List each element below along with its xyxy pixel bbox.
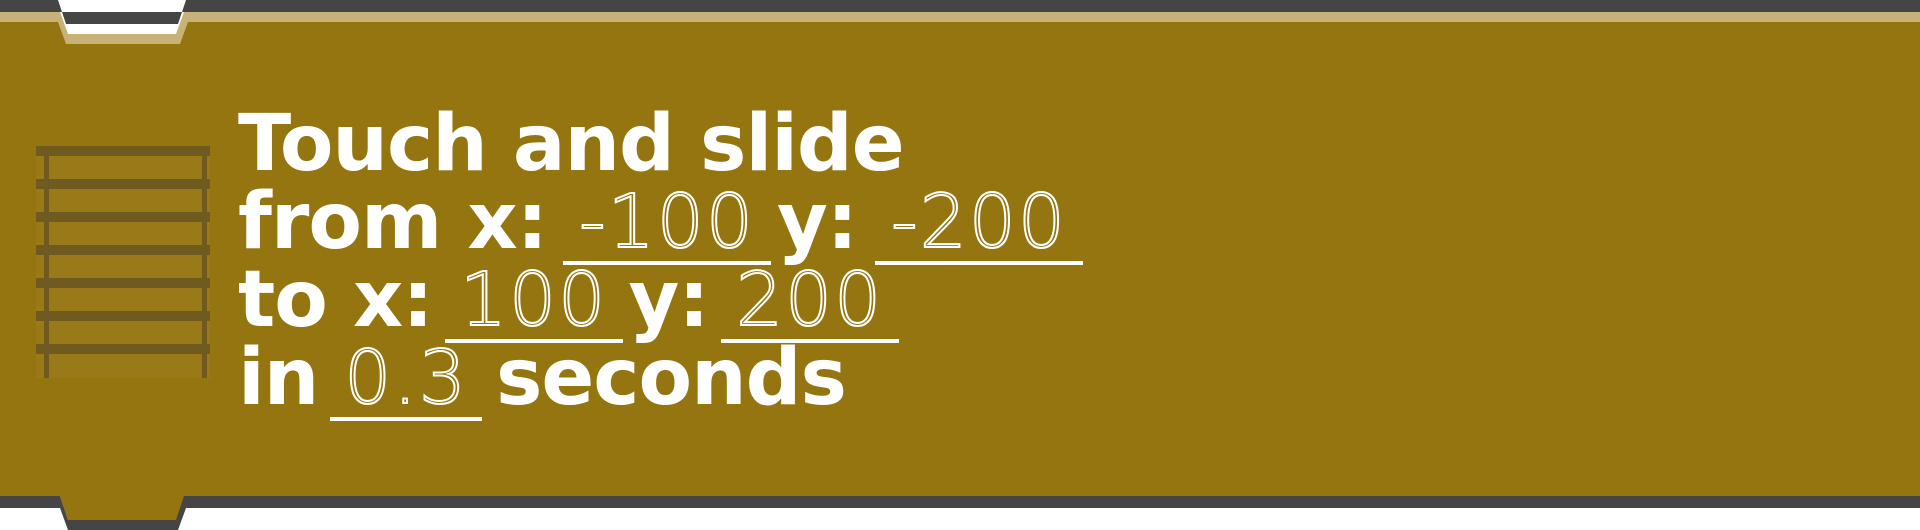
from-y-value: -200 [890, 179, 1067, 265]
block-line-3: to x: 100 y: 200 [238, 255, 1089, 345]
block-line-2: from x: -100 y: -200 [238, 177, 1089, 267]
from-x-value: -100 [578, 179, 755, 265]
from-x-input[interactable]: -100 [562, 179, 771, 265]
from-y-label: y: [776, 177, 858, 267]
to-y-value: 200 [735, 257, 884, 343]
to-y-label: y: [628, 255, 710, 345]
to-x-label: to x: [238, 255, 434, 345]
to-x-value: 100 [459, 257, 608, 343]
from-y-input[interactable]: -200 [874, 179, 1083, 265]
block-top-highlight [0, 12, 1920, 44]
drag-handle-icon[interactable] [36, 146, 210, 378]
seconds-value: 0.3 [343, 335, 468, 421]
from-x-label: from x: [238, 177, 548, 267]
to-x-input[interactable]: 100 [444, 257, 623, 343]
block-text: Touch and slide from x: -100 y: -200 to x: 1… [238, 105, 1089, 423]
block-line-4: in 0.3 seconds [238, 333, 1089, 423]
block-bottom-edge [0, 496, 1920, 530]
in-label: in [238, 333, 319, 423]
seconds-label: seconds [495, 333, 847, 423]
block-body [0, 12, 1920, 520]
seconds-input[interactable]: 0.3 [330, 335, 482, 421]
to-y-input[interactable]: 200 [720, 257, 899, 343]
block-title: Touch and slide [238, 99, 905, 189]
block-line-1: Touch and slide [238, 105, 1089, 183]
